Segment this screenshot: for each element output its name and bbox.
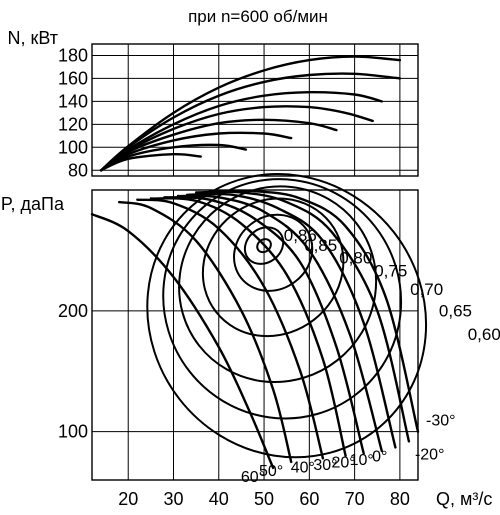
x-tick-label: 60: [299, 489, 319, 509]
power-curve: [99, 105, 374, 172]
power-y-tick-label: 120: [58, 114, 88, 134]
efficiency-contour: [233, 213, 314, 292]
power-y-tick-label: 160: [58, 68, 88, 88]
pressure-curve: [136, 198, 325, 460]
x-tick-label: 70: [345, 489, 365, 509]
x-axis-label: Q, м³/с: [436, 489, 492, 509]
x-tick-label: 30: [163, 489, 183, 509]
blade-angle-label: 0°: [372, 448, 387, 465]
blade-angle-label: 20°: [331, 454, 355, 471]
efficiency-label: 0,65: [439, 301, 472, 320]
efficiency-label: 0,70: [410, 280, 443, 299]
power-curve: [99, 131, 293, 172]
efficiency-label: 0,60: [468, 325, 500, 344]
efficiency-contour: [146, 173, 428, 459]
efficiency-contour: [256, 238, 272, 254]
blade-angle-label: 60°: [241, 469, 265, 486]
pressure-y-tick-label: 200: [58, 301, 88, 321]
pressure-curve: [149, 197, 347, 457]
pressure-curve: [208, 189, 420, 433]
pressure-curve: [118, 200, 293, 464]
blade-angle-label: -20°: [415, 446, 445, 463]
efficiency-label: 0,86: [284, 226, 317, 245]
x-tick-label: 20: [118, 489, 138, 509]
power-curve: [99, 118, 338, 172]
blade-angle-label: 50°: [259, 463, 283, 480]
pressure-axis-label: P, даПа: [1, 194, 65, 214]
pressure-curve: [163, 196, 365, 455]
power-curve: [99, 143, 248, 172]
power-y-tick-label: 100: [58, 137, 88, 157]
pressure-curve: [194, 190, 411, 443]
power-curve: [99, 152, 202, 172]
blade-angle-label: 10°: [350, 452, 374, 469]
pressure-curve: [176, 194, 383, 453]
power-y-tick-label: 140: [58, 91, 88, 111]
label-layer: 20 30 40 50 60 70 80 80 100 120 140 160 180 100 200 60°…: [58, 45, 500, 509]
power-curve: [99, 90, 383, 172]
efficiency-contour: [243, 226, 285, 265]
efficiency-contour: [201, 197, 345, 338]
power-y-tick-label: 180: [58, 45, 88, 65]
chart-title: при n=600 об/мин: [188, 7, 328, 26]
power-curve: [99, 72, 402, 172]
pressure-curve: [185, 192, 397, 449]
pressure-y-tick-label: 100: [58, 422, 88, 442]
power-y-tick-label: 80: [68, 160, 88, 180]
x-tick-label: 80: [390, 489, 410, 509]
blade-angle-label: -30°: [426, 413, 456, 430]
efficiency-label: 0,85: [304, 236, 337, 255]
x-tick-label: 40: [209, 489, 229, 509]
curve-layer: [90, 55, 428, 470]
efficiency-label: 0,75: [374, 262, 407, 281]
blade-angle-label: 40°: [291, 459, 315, 476]
x-tick-label: 50: [254, 489, 274, 509]
power-axis-label: N, кВт: [7, 28, 58, 48]
efficiency-contour: [178, 185, 378, 384]
efficiency-label: 0,80: [339, 249, 372, 268]
blade-angle-label: 30°: [313, 457, 337, 474]
efficiency-contour: [162, 178, 403, 420]
